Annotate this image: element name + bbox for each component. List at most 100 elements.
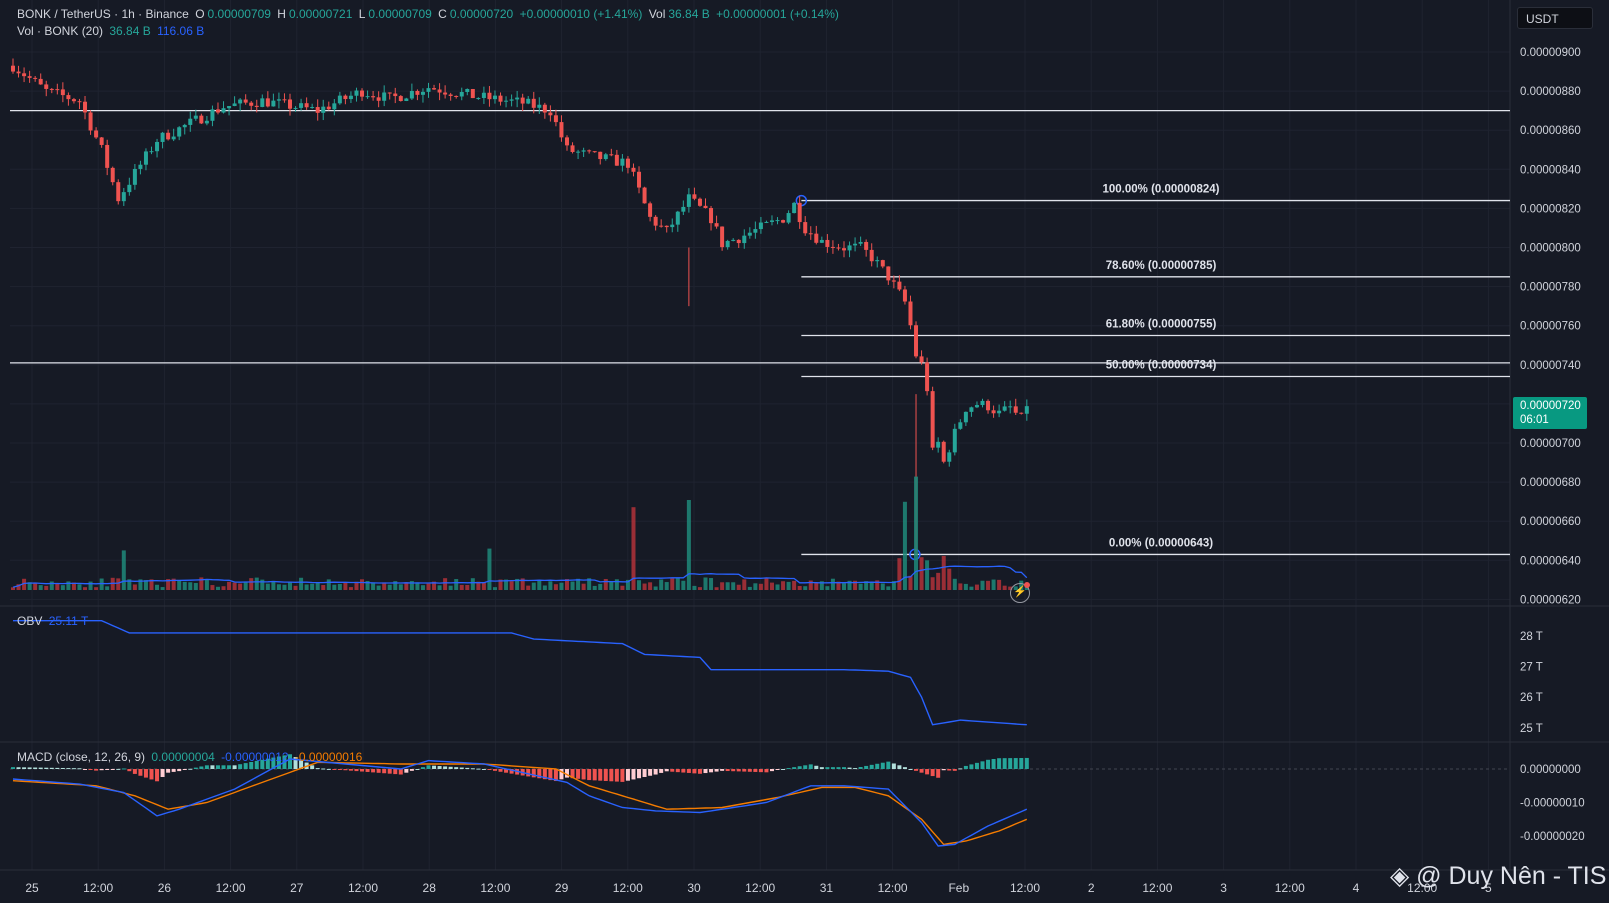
time-tick-label: Feb — [948, 881, 969, 895]
macd-hist-bar — [116, 768, 121, 770]
volume-bar — [553, 584, 558, 590]
volume-bar — [382, 582, 387, 590]
fib-level-label: 100.00% (0.00000824) — [1102, 184, 1219, 196]
candle-body — [1008, 406, 1013, 408]
candle-body — [725, 240, 730, 248]
macd-hist-bar — [210, 765, 215, 769]
candle-body — [908, 301, 913, 326]
candle-body — [16, 71, 21, 74]
macd-hist-bar — [321, 768, 326, 770]
candle-body — [631, 167, 636, 172]
candle-body — [614, 154, 619, 166]
candle-body — [648, 203, 653, 217]
volume-bar — [731, 582, 736, 590]
macd-hist-bar — [853, 768, 858, 770]
candle-body — [764, 221, 769, 223]
volume-bar — [786, 581, 791, 590]
candle-body — [753, 229, 758, 233]
macd-hist-bar — [470, 768, 475, 770]
candle-body — [360, 90, 365, 97]
volume-bar — [509, 581, 514, 590]
time-axis[interactable]: 25 12:00 26 12:00 27 12:00 28 12:00 29 12:00 30 12:… — [25, 881, 1492, 895]
fib-level-label: 78.60% (0.00000785) — [1106, 260, 1217, 272]
price-axis[interactable]: 0.00000900 0.00000880 0.00000860 0.00000840… — [1520, 47, 1581, 606]
volume-bar — [625, 579, 630, 590]
candle-body — [520, 97, 525, 104]
volume-indicator-label[interactable]: Vol · BONK (20) — [17, 24, 104, 38]
candle-body — [531, 98, 536, 108]
volume-bar — [986, 580, 991, 590]
macd-hist-bar — [143, 769, 148, 778]
replay-icon[interactable]: ⚡ — [1010, 583, 1030, 603]
candle-body — [77, 101, 82, 103]
volume-bar — [781, 581, 786, 590]
symbol-title[interactable]: BONK / TetherUS · 1h · Binance — [17, 7, 189, 21]
macd-hist-bar — [581, 769, 586, 780]
candle-body — [132, 168, 137, 185]
candle-body — [337, 95, 342, 104]
volume-bar — [271, 580, 276, 590]
volume-bar — [515, 578, 520, 590]
macd-hist-bar — [409, 769, 414, 771]
currency-selector[interactable]: USDT — [1517, 7, 1593, 29]
candle-body — [143, 151, 148, 165]
change-value: +0.00000010 (+1.41%) — [519, 7, 643, 21]
volume-bar — [321, 585, 326, 590]
candle-body — [609, 154, 614, 156]
candle-body — [210, 109, 215, 121]
macd-hist-bar — [332, 769, 337, 770]
volume-bar — [814, 582, 819, 590]
volume-bar — [681, 580, 686, 590]
candle-body — [670, 224, 675, 228]
volume-bar — [227, 581, 232, 590]
macd-hist-bar — [648, 769, 653, 776]
macd-hist-bar — [714, 769, 719, 772]
candle-body — [1002, 406, 1007, 411]
candle-body — [166, 132, 171, 140]
volume-bar — [537, 579, 542, 590]
macd-hist-bar — [138, 769, 143, 776]
candle-body — [808, 233, 813, 235]
macd-hist-bar — [382, 769, 387, 774]
macd-hist-bar — [199, 766, 204, 769]
macd-hist-bar — [243, 763, 248, 769]
macd-hist-bar — [1008, 758, 1013, 769]
candle-body — [858, 241, 863, 244]
candle-body — [487, 92, 492, 100]
volume-legend: Vol · BONK (20) 36.84 B 116.06 B — [17, 24, 207, 38]
volume-bar — [603, 578, 608, 590]
candle-body — [110, 167, 115, 183]
volume-bar — [27, 582, 32, 590]
macd-hist-bar — [731, 769, 736, 772]
macd-hist-bar — [215, 765, 220, 769]
candle-body — [249, 102, 254, 106]
volume-bar — [66, 581, 71, 590]
volume-bar — [476, 581, 481, 590]
macd-hist-bar — [132, 769, 137, 774]
candle-body — [432, 88, 437, 90]
obv-indicator-label[interactable]: OBV — [17, 614, 43, 628]
volume-bars[interactable] — [11, 476, 1029, 590]
candle-body — [88, 112, 93, 131]
volume-bar — [664, 582, 669, 590]
volume-bar — [714, 587, 719, 590]
macd-hist-bar — [66, 768, 71, 770]
volume-bar — [204, 579, 209, 590]
candle-body — [371, 96, 376, 98]
candle-body — [33, 77, 38, 79]
fib-retracement[interactable]: 100.00% (0.00000824) 78.60% (0.00000785) 6… — [795, 184, 1510, 561]
candle-body — [819, 239, 824, 243]
price-candles[interactable] — [11, 58, 1029, 555]
time-tick-label: 4 — [1353, 881, 1360, 895]
candle-body — [437, 89, 442, 93]
price-tick-label: 0.00000640 — [1520, 555, 1581, 567]
macd-hist-bar — [565, 769, 569, 778]
volume-bar — [376, 585, 381, 590]
macd-axis[interactable]: 0.00000000 -0.00000010 -0.00000020 — [1520, 764, 1585, 843]
macd-hist-bar — [830, 767, 835, 769]
macd-indicator-label[interactable]: MACD (close, 12, 26, 9) — [17, 750, 146, 764]
macd-hist-bar — [792, 767, 797, 769]
macd-hist-bar — [609, 769, 614, 782]
obv-axis[interactable]: 28 T 27 T 26 T 25 T — [1520, 631, 1543, 735]
